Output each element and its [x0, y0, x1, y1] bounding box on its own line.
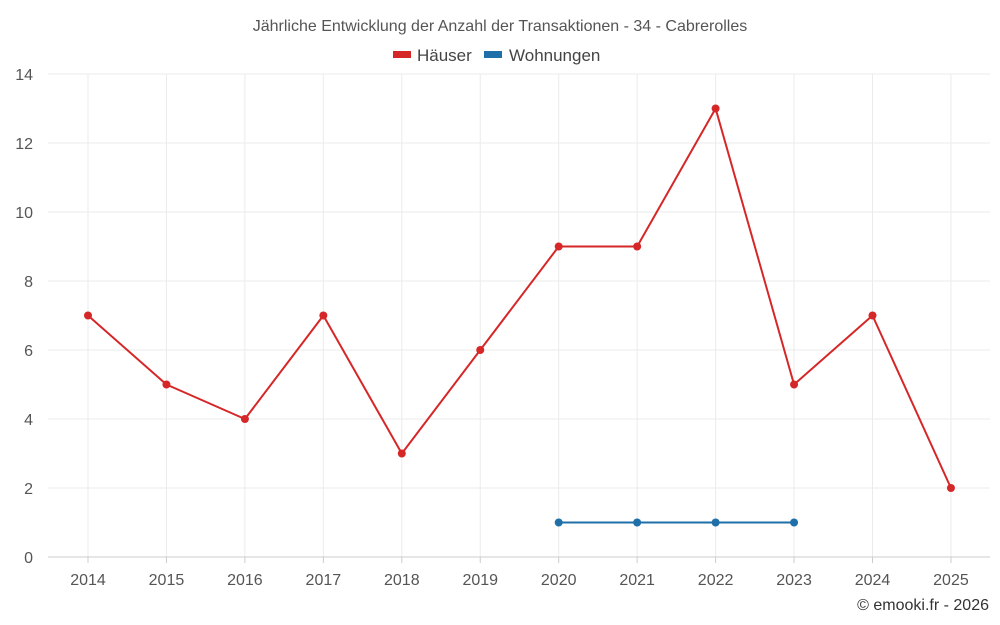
- data-point-haeuser[interactable]: [554, 242, 563, 251]
- x-tick-label: 2024: [855, 572, 891, 589]
- x-tick-label: 2019: [462, 572, 498, 589]
- x-tick-label: 2016: [227, 572, 263, 589]
- series-haeuser: [84, 104, 955, 492]
- x-tick-label: 2023: [776, 572, 812, 589]
- y-tick-label: 10: [15, 205, 33, 222]
- data-point-wohnungen[interactable]: [790, 518, 799, 527]
- y-tick-label: 14: [15, 67, 33, 84]
- data-point-haeuser[interactable]: [946, 484, 955, 492]
- chart-title: Jährliche Entwicklung der Anzahl der Tra…: [253, 18, 747, 35]
- data-point-haeuser[interactable]: [84, 311, 92, 320]
- x-tick-label: 2017: [306, 572, 342, 589]
- data-point-haeuser[interactable]: [397, 449, 406, 458]
- legend-swatch-wohnungen: [484, 51, 502, 58]
- legend-label-haeuser[interactable]: Häuser: [417, 46, 472, 65]
- y-tick-label: 4: [24, 412, 33, 429]
- grid: [48, 73, 990, 563]
- x-tick-label: 2015: [149, 572, 185, 589]
- x-tick-label: 2022: [698, 572, 734, 589]
- x-axis-ticks: 2014 2015 2016 2017 2018 2019 2020 2021 2022 2023…: [70, 572, 969, 589]
- y-tick-label: 0: [24, 550, 33, 567]
- data-point-haeuser[interactable]: [633, 242, 642, 251]
- y-tick-label: 2: [24, 481, 33, 498]
- y-tick-label: 6: [24, 343, 33, 360]
- data-point-haeuser[interactable]: [162, 380, 171, 389]
- data-point-wohnungen[interactable]: [711, 518, 720, 527]
- x-tick-label: 2021: [619, 572, 655, 589]
- data-point-haeuser[interactable]: [711, 104, 720, 113]
- legend: Häuser Wohnungen: [393, 46, 600, 65]
- y-tick-label: 8: [24, 274, 33, 291]
- y-axis-ticks: 0 2 4 6 8 10 12 14: [15, 67, 33, 567]
- data-point-haeuser[interactable]: [790, 380, 799, 389]
- credit-text: © emooki.fr - 2026: [857, 597, 989, 614]
- y-tick-label: 12: [15, 136, 33, 153]
- legend-label-wohnungen[interactable]: Wohnungen: [509, 46, 600, 65]
- data-point-haeuser[interactable]: [868, 311, 877, 320]
- series: [84, 104, 955, 527]
- data-point-haeuser[interactable]: [319, 311, 328, 320]
- data-point-haeuser[interactable]: [240, 415, 249, 423]
- series-line-haeuser: [87, 107, 952, 489]
- x-tick-label: 2020: [541, 572, 577, 589]
- data-point-wohnungen[interactable]: [554, 518, 563, 527]
- x-tick-label: 2018: [384, 572, 420, 589]
- data-point-haeuser[interactable]: [476, 346, 485, 354]
- legend-swatch-haeuser: [393, 51, 411, 58]
- series-wohnungen: [554, 518, 799, 527]
- data-point-wohnungen[interactable]: [633, 518, 642, 527]
- x-tick-label: 2014: [70, 572, 106, 589]
- x-tick-label: 2025: [933, 572, 969, 589]
